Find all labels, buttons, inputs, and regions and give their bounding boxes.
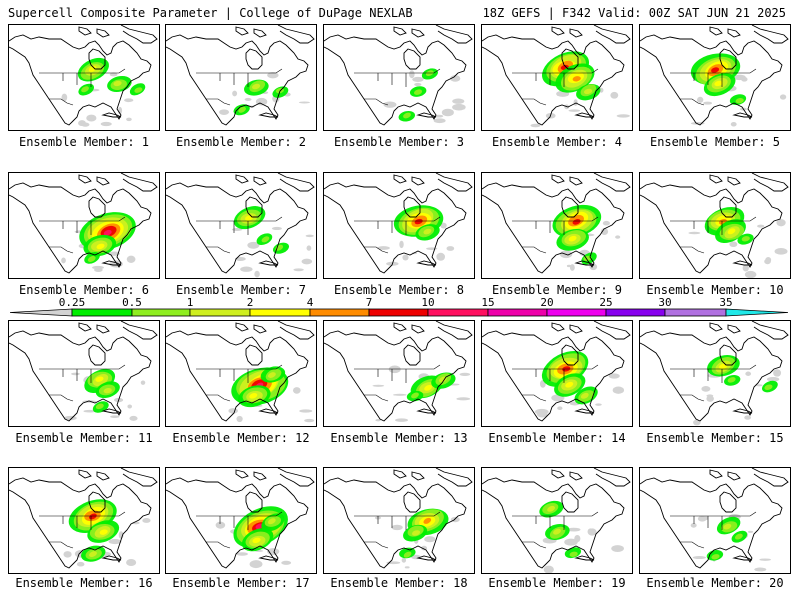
ensemble-member-map bbox=[323, 172, 475, 279]
member-caption: Ensemble Member: 9 bbox=[491, 283, 623, 297]
colorbar-tick-label: 4 bbox=[306, 296, 314, 309]
member-caption: Ensemble Member: 1 bbox=[18, 135, 150, 149]
colorbar-bin bbox=[427, 308, 489, 317]
ensemble-member-map bbox=[8, 172, 160, 279]
member-caption: Ensemble Member: 16 bbox=[15, 576, 153, 590]
member-caption: Ensemble Member: 18 bbox=[330, 576, 468, 590]
colorbar-tick-label: 0.25 bbox=[58, 296, 86, 309]
ensemble-member-map bbox=[639, 172, 791, 279]
north-america-map bbox=[9, 25, 158, 127]
colorbar-tick-label: 1 bbox=[186, 296, 194, 309]
colorbar-tick-label: 0.5 bbox=[122, 296, 142, 309]
north-america-map bbox=[324, 25, 473, 126]
north-america-map bbox=[166, 321, 315, 423]
north-america-map bbox=[9, 468, 158, 569]
colorbar-bin bbox=[605, 308, 666, 317]
colorbar-bin bbox=[249, 308, 311, 317]
member-caption: Ensemble Member: 3 bbox=[333, 135, 465, 149]
north-america-map bbox=[9, 321, 158, 422]
ensemble-member-map bbox=[8, 467, 160, 574]
ensemble-member-map bbox=[165, 24, 317, 131]
colorbar-tick-label: 30 bbox=[658, 296, 672, 309]
member-caption: Ensemble Member: 19 bbox=[488, 576, 626, 590]
colorbar-bin bbox=[487, 308, 548, 317]
north-america-map bbox=[166, 173, 315, 278]
north-america-map bbox=[482, 173, 631, 274]
ensemble-member-map bbox=[8, 320, 160, 427]
run-info: 18Z GEFS | F342 Valid: 00Z SAT JUN 21 20… bbox=[482, 6, 786, 20]
page-title: Supercell Composite Parameter | College … bbox=[8, 6, 413, 20]
colorbar-bin bbox=[546, 308, 607, 317]
colorbar-bin bbox=[664, 308, 727, 317]
ensemble-member-map bbox=[165, 320, 317, 427]
north-america-map bbox=[166, 468, 315, 569]
north-america-map bbox=[482, 321, 631, 422]
colorbar-bin bbox=[71, 308, 133, 317]
colorbar-bin bbox=[10, 308, 73, 317]
ensemble-member-map bbox=[165, 172, 317, 279]
north-america-map bbox=[324, 321, 473, 422]
member-caption: Ensemble Member: 20 bbox=[646, 576, 784, 590]
colorbar-bin bbox=[725, 308, 788, 317]
north-america-map bbox=[640, 25, 789, 127]
north-america-map bbox=[9, 173, 158, 274]
member-caption: Ensemble Member: 8 bbox=[333, 283, 465, 297]
member-caption: Ensemble Member: 2 bbox=[175, 135, 307, 149]
member-caption: Ensemble Member: 11 bbox=[15, 431, 153, 445]
north-america-map bbox=[482, 468, 631, 573]
ensemble-member-map bbox=[8, 24, 160, 131]
colorbar-tick-label: 2 bbox=[246, 296, 254, 309]
colorbar-strip bbox=[10, 308, 788, 317]
ensemble-member-map bbox=[481, 24, 633, 131]
ensemble-member-map bbox=[481, 467, 633, 574]
member-caption: Ensemble Member: 15 bbox=[646, 431, 784, 445]
colorbar-legend: 0.25 0.5 1 2 4 7 10 15 20 25 30 35 bbox=[10, 296, 788, 320]
colorbar-tick-label: 15 bbox=[481, 296, 495, 309]
ensemble-member-map bbox=[323, 320, 475, 427]
ensemble-member-map bbox=[639, 24, 791, 131]
ensemble-member-map bbox=[323, 467, 475, 574]
north-america-map bbox=[324, 173, 473, 274]
member-caption: Ensemble Member: 6 bbox=[18, 283, 150, 297]
colorbar-tick-label: 25 bbox=[599, 296, 613, 309]
north-america-map bbox=[640, 321, 789, 426]
colorbar-tick-label: 35 bbox=[719, 296, 733, 309]
ensemble-member-map bbox=[481, 172, 633, 279]
member-caption: Ensemble Member: 4 bbox=[491, 135, 623, 149]
member-caption: Ensemble Member: 7 bbox=[175, 283, 307, 297]
north-america-map bbox=[640, 173, 789, 278]
north-america-map bbox=[640, 468, 789, 572]
colorbar-bin bbox=[309, 308, 370, 317]
ensemble-member-map bbox=[639, 467, 791, 574]
ensemble-member-map bbox=[481, 320, 633, 427]
ensemble-member-map bbox=[639, 320, 791, 427]
colorbar-bin bbox=[131, 308, 191, 317]
colorbar-tick-label: 20 bbox=[540, 296, 554, 309]
colorbar-bin bbox=[368, 308, 429, 317]
member-caption: Ensemble Member: 17 bbox=[172, 576, 310, 590]
colorbar-bin bbox=[189, 308, 251, 317]
member-caption: Ensemble Member: 12 bbox=[172, 431, 310, 445]
north-america-map bbox=[166, 25, 315, 126]
colorbar-tick-label: 10 bbox=[421, 296, 435, 309]
member-caption: Ensemble Member: 5 bbox=[649, 135, 781, 149]
member-caption: Ensemble Member: 10 bbox=[646, 283, 784, 297]
north-america-map bbox=[324, 468, 473, 569]
ensemble-member-map bbox=[323, 24, 475, 131]
member-caption: Ensemble Member: 14 bbox=[488, 431, 626, 445]
north-america-map bbox=[482, 25, 631, 128]
colorbar-tick-label: 7 bbox=[365, 296, 373, 309]
ensemble-member-map bbox=[165, 467, 317, 574]
member-caption: Ensemble Member: 13 bbox=[330, 431, 468, 445]
